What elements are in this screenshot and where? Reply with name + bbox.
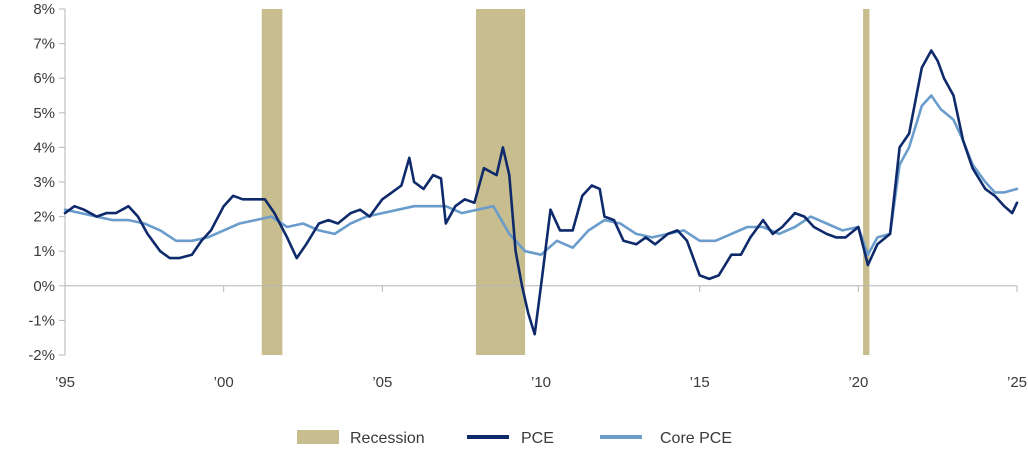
recession-band [475,9,526,355]
x-tick-label: ’95 [55,374,75,391]
legend-label-core-pce: Core PCE [660,430,732,447]
legend-swatch-recession [297,430,339,444]
x-tick-label: ’20 [848,374,868,391]
y-tick-label: 0% [33,278,55,295]
y-tick-label: 2% [33,209,55,226]
x-tick-labels: ’95 ’00 ’05 ’10 ’15 ’20 ’25 [55,285,1027,391]
legend-item-pce: PCE [467,430,554,447]
x-tick-label: ’05 [372,374,392,391]
y-tick-label: 5% [33,105,55,122]
legend-label-recession: Recession [350,430,425,447]
y-tick-label: 7% [33,36,55,53]
recession-band [261,9,283,355]
y-tick-label: 4% [33,139,55,156]
recession-band [863,9,870,355]
series-line-pce [63,49,1019,336]
y-tick-label: -1% [28,312,55,329]
legend-label-pce: PCE [521,430,554,447]
y-tick-label: 6% [33,70,55,87]
series-line-core-pce [63,94,1019,256]
legend-item-core-pce: Core PCE [600,430,732,447]
legend-item-recession: Recession [297,430,425,447]
y-tick-label: 3% [33,174,55,191]
recession-bands [261,9,870,355]
legend: Recession PCE Core PCE [297,430,732,447]
x-tick-label: ’15 [690,374,710,391]
x-tick-label: ’00 [214,374,234,391]
x-tick-label: ’25 [1007,374,1027,391]
x-tick-label: ’10 [531,374,551,391]
y-tick-label: -2% [28,347,55,364]
series-lines [63,49,1019,336]
axes [64,9,1017,355]
y-tick-label: 8% [33,1,55,18]
y-tick-labels: 8% 7% 6% 5% 4% 3% 2% 1% 0% -1% -2% [28,1,65,364]
y-tick-label: 1% [33,243,55,260]
